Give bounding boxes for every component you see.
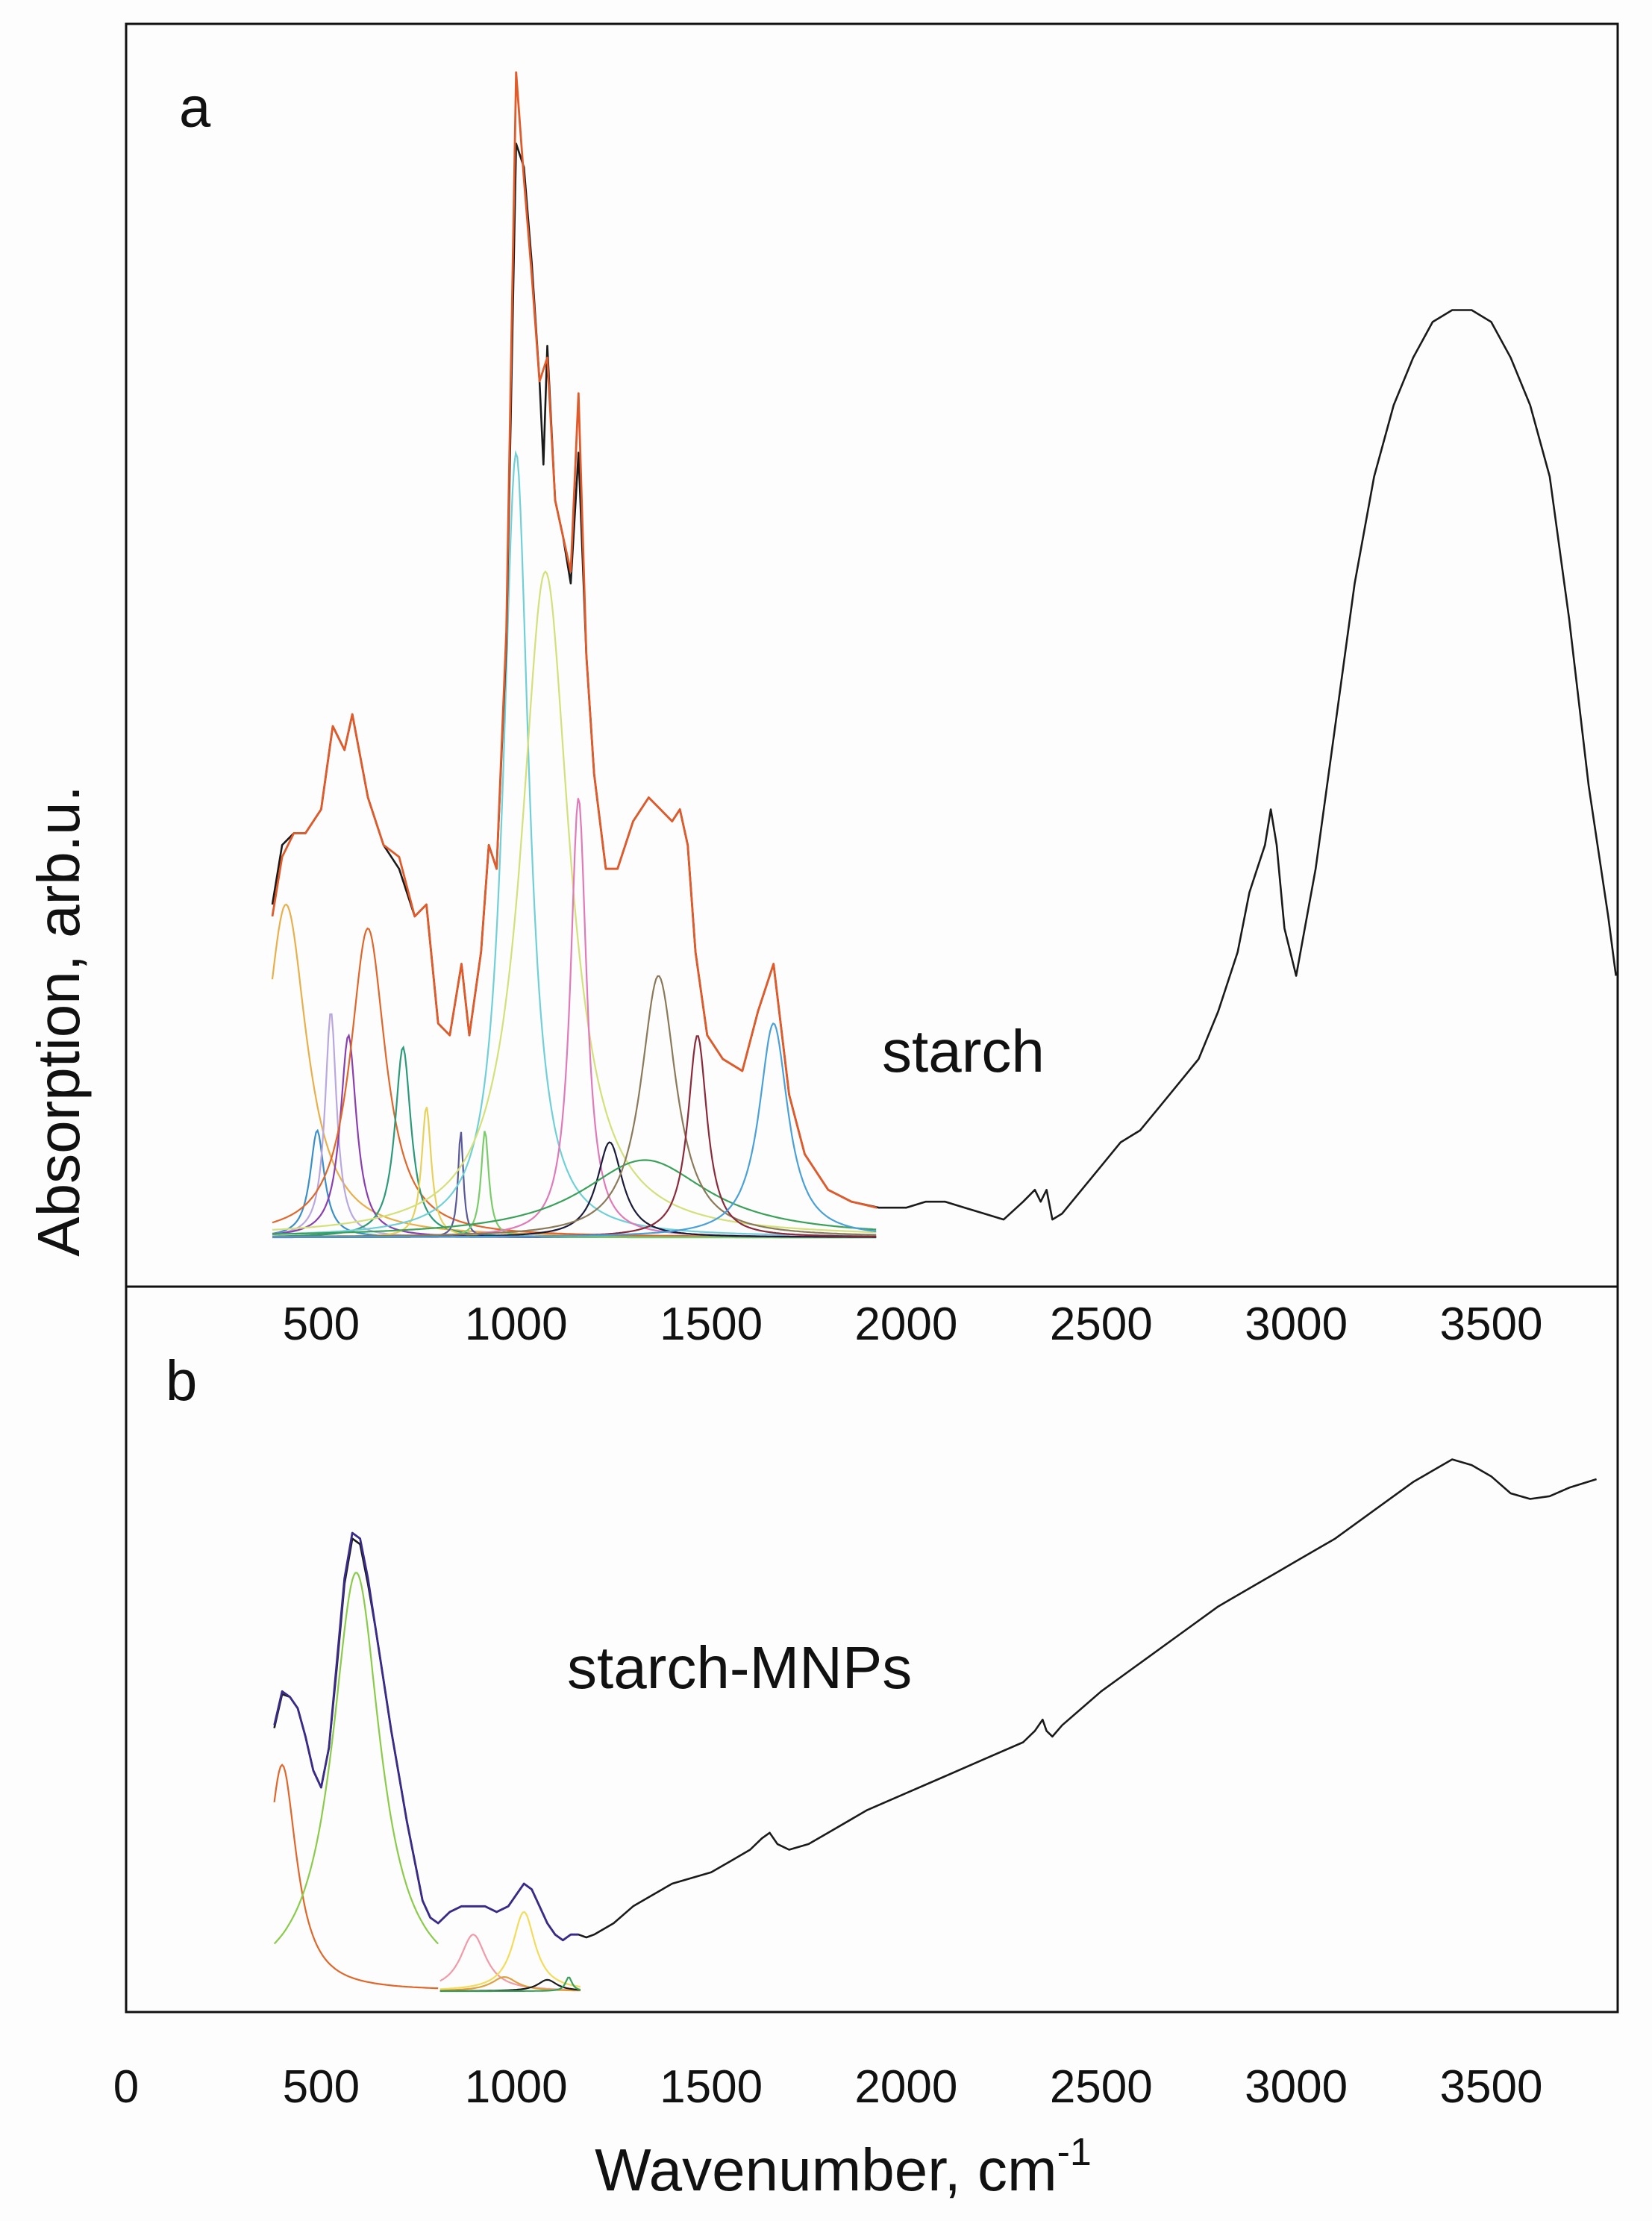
component-peak-1135 (439, 1976, 581, 1993)
panel-b-series (273, 1458, 1597, 1942)
x-tick-label-3500: 3500 (1440, 2061, 1543, 2113)
x-tick-label-1500: 1500 (660, 2061, 763, 2113)
component-peak-1020 (439, 1911, 581, 1990)
panel-a-x-ticks: 500 1000 1500 2000 2500 3000 3500 (283, 1299, 1543, 1350)
panel-a-series (271, 71, 1617, 1221)
x-tick-label-1500: 1500 (660, 1299, 763, 1350)
x-tick-label-3000: 3000 (1245, 2061, 1348, 2113)
panel-b-x-ticks: 0 500 1000 1500 2000 2500 3000 3500 (113, 2061, 1543, 2113)
x-tick-label-500: 500 (283, 2061, 360, 2113)
fit-envelope-line (273, 1531, 579, 1942)
x-axis-label-superscript: -1 (1057, 2131, 1092, 2174)
panel-b-components (273, 1572, 581, 1993)
panel-a-components (271, 450, 877, 1239)
component-peak-1000 (272, 450, 877, 1237)
x-tick-label-1000: 1000 (465, 2061, 568, 2113)
x-tick-label-2500: 2500 (1050, 1299, 1153, 1350)
panel-a-label: a (179, 76, 211, 140)
component-peak-1330 (272, 1159, 877, 1235)
x-tick-label-0: 0 (113, 2061, 139, 2113)
component-peak-590 (273, 1572, 439, 1945)
x-tick-label-3500: 3500 (1440, 1299, 1543, 1350)
panel-b-series-label: starch-MNPs (567, 1634, 912, 1701)
component-peak-1660 (272, 1022, 877, 1238)
panel-a-series-label: starch (882, 1018, 1045, 1084)
x-tick-label-2000: 2000 (854, 1299, 957, 1350)
component-peak-1365 (272, 975, 877, 1238)
component-peak-1075 (272, 570, 877, 1234)
x-axis-label: Wavenumber, cm-1 (595, 2131, 1092, 2203)
panel-a: 500 1000 1500 2000 2500 3000 3500 a starch (125, 22, 1619, 1350)
panel-b-label: b (166, 1349, 197, 1413)
panel-b-frame (125, 1285, 1619, 2014)
x-tick-label-2500: 2500 (1050, 2061, 1153, 2113)
component-peak-400 (273, 1764, 439, 1990)
x-tick-label-500: 500 (283, 1299, 360, 1350)
x-tick-label-3000: 3000 (1245, 1299, 1348, 1350)
x-tick-label-2000: 2000 (854, 2061, 957, 2113)
panel-b: 0 500 1000 1500 2000 2500 3000 3500 b starch-MN… (113, 1285, 1619, 2113)
x-tick-label-1000: 1000 (465, 1299, 568, 1350)
y-axis-label: Absorption, arb.u. (25, 785, 92, 1256)
x-axis-label-text: Wavenumber, cm (595, 2137, 1057, 2203)
fit-envelope-line (271, 71, 877, 1209)
